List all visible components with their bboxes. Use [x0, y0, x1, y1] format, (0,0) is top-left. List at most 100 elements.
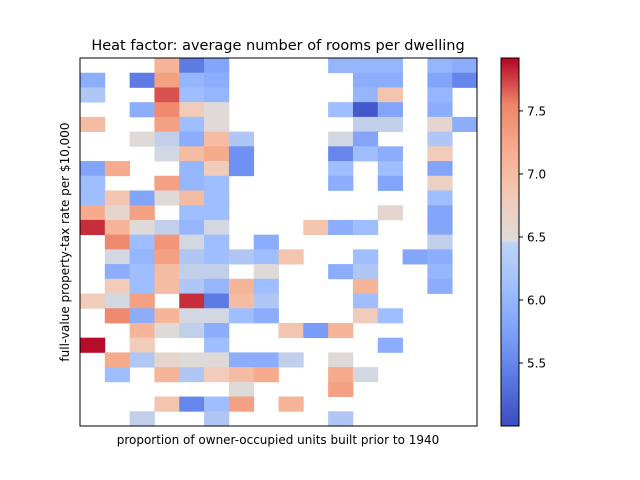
heatmap-cell	[80, 205, 106, 221]
heatmap-cell	[427, 116, 453, 132]
heatmap-cell	[179, 367, 205, 383]
heatmap-cell	[328, 322, 354, 339]
heatmap-cell	[104, 264, 131, 280]
heatmap-cell	[80, 337, 106, 353]
heatmap-cell	[179, 249, 205, 265]
heatmap-cell	[204, 146, 230, 162]
heatmap-cell	[278, 352, 304, 368]
heatmap-cell	[204, 72, 230, 88]
heatmap-cell	[80, 116, 106, 132]
heatmap-cell	[377, 72, 403, 88]
heatmap-cell	[253, 308, 279, 324]
heatmap-cell	[154, 322, 180, 339]
heatmap-cell	[253, 278, 279, 294]
heatmap-cell	[253, 249, 279, 265]
heatmap-cells	[80, 58, 478, 427]
heatmap-cell	[129, 322, 155, 339]
heatmap-cell	[179, 146, 205, 162]
heatmap-cell	[154, 116, 180, 132]
heatmap-cell	[352, 72, 379, 88]
heatmap-cell	[80, 293, 106, 309]
heatmap-cell	[204, 205, 230, 221]
heatmap-cell	[129, 72, 155, 88]
heatmap-cell	[427, 175, 453, 191]
heatmap-cell	[352, 131, 379, 147]
heatmap-cell	[253, 234, 279, 250]
heatmap-cell	[377, 102, 403, 118]
heatmap-cell	[377, 161, 403, 177]
heatmap-cell	[104, 278, 131, 294]
heatmap-cell	[228, 249, 255, 265]
heatmap-cell	[328, 411, 354, 427]
heatmap-cell	[352, 308, 379, 324]
plot-frame	[79, 57, 478, 427]
heatmap-cell	[452, 116, 478, 132]
heatmap-cell	[228, 131, 255, 147]
heatmap-cell	[154, 278, 180, 294]
heatmap-cell	[204, 352, 230, 368]
heatmap-cell	[352, 249, 379, 265]
heatmap-cell	[154, 87, 180, 103]
heatmap-cell	[377, 116, 403, 132]
heatmap-cell	[228, 161, 255, 177]
heatmap-cell	[179, 352, 205, 368]
heatmap-cell	[154, 264, 180, 280]
heatmap-cell	[129, 249, 155, 265]
heatmap-cell	[328, 131, 354, 147]
heatmap-cell	[328, 352, 354, 368]
heatmap-cell	[204, 175, 230, 191]
heatmap-cell	[427, 190, 453, 206]
heatmap-cell	[228, 146, 255, 162]
heatmap-cell	[104, 293, 131, 309]
heatmap-cell	[129, 131, 155, 147]
heatmap-cell	[129, 219, 155, 236]
colorbar-ticks: 5.5 6.0 6.5 7.0 7.5	[519, 104, 546, 370]
heatmap-cell	[377, 87, 403, 103]
heatmap-cell	[204, 396, 230, 412]
heatmap-cell	[427, 58, 453, 74]
heatmap-cell	[204, 161, 230, 177]
heatmap-cell	[427, 102, 453, 118]
heatmap-cell	[204, 234, 230, 250]
colorbar-tick-label: 7.0	[527, 167, 546, 181]
heatmap-cell	[402, 249, 428, 265]
heatmap-cell	[352, 87, 379, 103]
heatmap-cell	[377, 146, 403, 162]
heatmap-cell	[154, 146, 180, 162]
heatmap-cell	[228, 381, 255, 397]
heatmap-cell	[204, 249, 230, 265]
heatmap-cell	[80, 161, 106, 177]
heatmap-cell	[129, 411, 155, 427]
heatmap-cell	[179, 72, 205, 88]
heatmap-cell	[253, 264, 279, 280]
heatmap-cell	[204, 411, 230, 427]
heatmap-cell	[328, 58, 354, 74]
heatmap-cell	[104, 249, 131, 265]
heatmap-cell	[129, 264, 155, 280]
heatmap-cell	[154, 102, 180, 118]
heatmap-cell	[154, 131, 180, 147]
heatmap-cell	[154, 352, 180, 368]
heatmap-cell	[303, 322, 329, 339]
y-axis-label: full-value property-tax rate per $10,000	[58, 122, 72, 361]
heatmap-cell	[278, 322, 304, 339]
colorbar	[500, 57, 520, 427]
heatmap-cell	[427, 146, 453, 162]
heatmap-cell	[154, 249, 180, 265]
heatmap-cell	[129, 102, 155, 118]
heatmap-cell	[427, 264, 453, 280]
heatmap-cell	[80, 175, 106, 191]
heatmap-cell	[303, 219, 329, 236]
heatmap-cell	[253, 293, 279, 309]
heatmap-cell	[179, 219, 205, 236]
heatmap-cell	[204, 322, 230, 339]
heatmap-cell	[204, 87, 230, 103]
heatmap-cell	[179, 131, 205, 147]
heatmap-cell	[204, 116, 230, 132]
heatmap-cell	[129, 234, 155, 250]
heatmap-cell	[228, 278, 255, 294]
heatmap-cell	[154, 367, 180, 383]
heatmap-cell	[154, 175, 180, 191]
heatmap-cell	[228, 308, 255, 324]
